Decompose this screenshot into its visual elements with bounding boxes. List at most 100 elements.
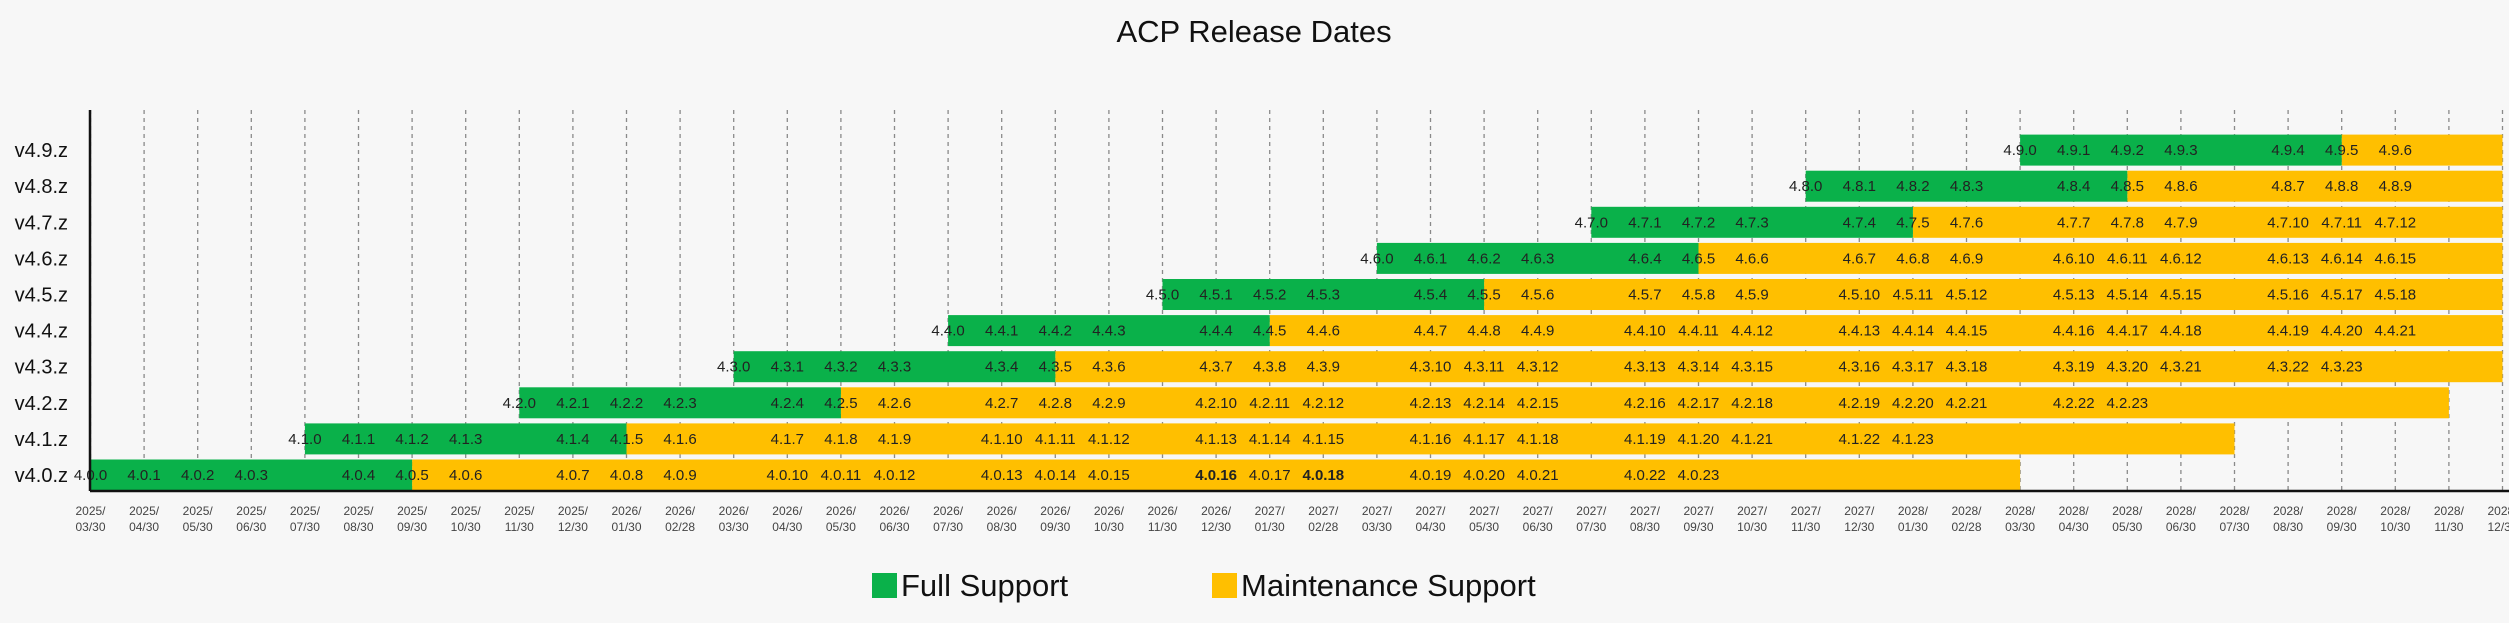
release-label: 4.6.1 <box>1414 250 1447 267</box>
x-tick-label: 2026/12/30 <box>1201 504 1232 534</box>
release-label: 4.1.8 <box>824 431 857 448</box>
release-label: 4.1.1 <box>342 431 375 448</box>
release-label: 4.1.11 <box>1035 431 1076 448</box>
release-label: 4.8.7 <box>2271 178 2304 195</box>
release-label: 4.4.19 <box>2267 323 2309 340</box>
release-label: 4.0.22 <box>1624 467 1666 484</box>
release-label: 4.2.8 <box>1039 395 1072 412</box>
release-label: 4.2.12 <box>1302 395 1344 412</box>
maintenance-support-bar <box>2341 134 2503 166</box>
release-label: 4.0.21 <box>1517 467 1559 484</box>
x-tick-label: 2025/08/30 <box>343 504 374 534</box>
release-label: 4.3.7 <box>1199 359 1232 376</box>
legend-full-support-label: Full Support <box>901 568 1069 603</box>
release-label: 4.1.13 <box>1195 431 1237 448</box>
release-label: 4.1.0 <box>288 431 321 448</box>
y-tick-label: v4.9.z <box>15 140 68 162</box>
release-label: 4.4.16 <box>2053 323 2095 340</box>
release-label: 4.3.21 <box>2160 359 2202 376</box>
y-tick-label: v4.3.z <box>15 357 68 379</box>
release-label: 4.4.15 <box>1946 323 1988 340</box>
release-label: 4.6.0 <box>1360 250 1393 267</box>
x-tick-label: 2028/02/28 <box>1951 504 1982 534</box>
release-label: 4.7.11 <box>2321 214 2362 231</box>
release-label: 4.2.5 <box>824 395 857 412</box>
release-label: 4.5.5 <box>1467 287 1500 304</box>
release-label: 4.1.12 <box>1088 431 1130 448</box>
release-label: 4.5.3 <box>1307 287 1340 304</box>
maintenance-support-bar <box>1055 351 2503 383</box>
full-support-bar <box>90 459 413 491</box>
release-label: 4.6.4 <box>1628 250 1661 267</box>
release-label: 4.3.9 <box>1307 359 1340 376</box>
x-tick-label: 2027/05/30 <box>1469 504 1500 534</box>
x-tick-label: 2026/03/30 <box>719 504 750 534</box>
release-label: 4.4.14 <box>1892 323 1934 340</box>
maintenance-support-bar <box>1484 279 2503 310</box>
release-label: 4.1.19 <box>1624 431 1666 448</box>
release-label: 4.5.0 <box>1146 287 1179 304</box>
full-support-bar <box>2020 134 2342 166</box>
release-label: 4.6.2 <box>1467 250 1500 267</box>
release-label: 4.2.22 <box>2053 395 2095 412</box>
release-label: 4.5.8 <box>1682 287 1715 304</box>
release-label: 4.6.8 <box>1896 250 1929 267</box>
release-label: 4.0.3 <box>235 467 268 484</box>
x-tick-label: 2025/06/30 <box>236 504 267 534</box>
release-label: 4.5.16 <box>2267 287 2309 304</box>
release-label: 4.2.16 <box>1624 395 1666 412</box>
release-label: 4.9.6 <box>2379 142 2412 159</box>
release-label: 4.4.7 <box>1414 323 1447 340</box>
x-tick-label: 2026/07/30 <box>933 504 964 534</box>
release-label: 4.7.10 <box>2267 214 2309 231</box>
y-tick-label: v4.4.z <box>15 321 68 343</box>
release-label: 4.7.7 <box>2057 214 2090 231</box>
release-label: 4.6.10 <box>2053 250 2095 267</box>
x-tick-label: 2026/01/30 <box>611 504 642 534</box>
release-label: 4.7.3 <box>1735 214 1768 231</box>
release-label: 4.3.17 <box>1892 359 1934 376</box>
release-label: 4.4.13 <box>1838 323 1880 340</box>
release-label: 4.0.1 <box>127 467 160 484</box>
release-label: 4.0.7 <box>556 467 589 484</box>
release-label: 4.3.8 <box>1253 359 1286 376</box>
release-label: 4.1.23 <box>1892 431 1934 448</box>
release-label: 4.9.3 <box>2164 142 2197 159</box>
release-label: 4.5.15 <box>2160 287 2202 304</box>
release-label: 4.6.6 <box>1735 250 1768 267</box>
x-tick-label: 2028/08/30 <box>2273 504 2304 534</box>
release-label: 4.1.15 <box>1302 431 1344 448</box>
release-label: 4.1.9 <box>878 431 911 448</box>
release-label: 4.7.8 <box>2111 214 2144 231</box>
release-label: 4.2.19 <box>1838 395 1880 412</box>
release-label: 4.1.22 <box>1838 431 1880 448</box>
release-label: 4.6.9 <box>1950 250 1983 267</box>
release-label: 4.1.10 <box>981 431 1023 448</box>
release-label: 4.0.16 <box>1195 467 1237 484</box>
release-label: 4.4.12 <box>1731 323 1773 340</box>
release-label: 4.3.12 <box>1517 359 1559 376</box>
x-tick-label: 2025/12/30 <box>558 504 589 534</box>
x-tick-label: 2026/02/28 <box>665 504 696 534</box>
release-label: 4.6.11 <box>2107 250 2148 267</box>
release-label: 4.2.3 <box>663 395 696 412</box>
x-tick-label: 2028/11/30 <box>2434 504 2465 534</box>
release-label: 4.4.4 <box>1199 323 1232 340</box>
release-label: 4.0.15 <box>1088 467 1130 484</box>
full-support-bar <box>733 351 1056 383</box>
release-label: 4.7.12 <box>2374 214 2416 231</box>
x-tick-label: 2028/09/30 <box>2327 504 2358 534</box>
release-label: 4.2.23 <box>2106 395 2148 412</box>
y-tick-label: v4.8.z <box>15 176 68 198</box>
legend-maintenance-support-swatch <box>1212 573 1237 598</box>
release-label: 4.0.2 <box>181 467 214 484</box>
x-tick-label: 2025/04/30 <box>129 504 160 534</box>
release-label: 4.5.10 <box>1838 287 1880 304</box>
x-tick-label: 2025/10/30 <box>451 504 482 534</box>
release-label: 4.5.7 <box>1628 287 1661 304</box>
release-label: 4.4.5 <box>1253 323 1286 340</box>
release-label: 4.1.18 <box>1517 431 1559 448</box>
release-label: 4.3.15 <box>1731 359 1773 376</box>
release-label: 4.1.5 <box>610 431 643 448</box>
release-label: 4.3.4 <box>985 359 1018 376</box>
